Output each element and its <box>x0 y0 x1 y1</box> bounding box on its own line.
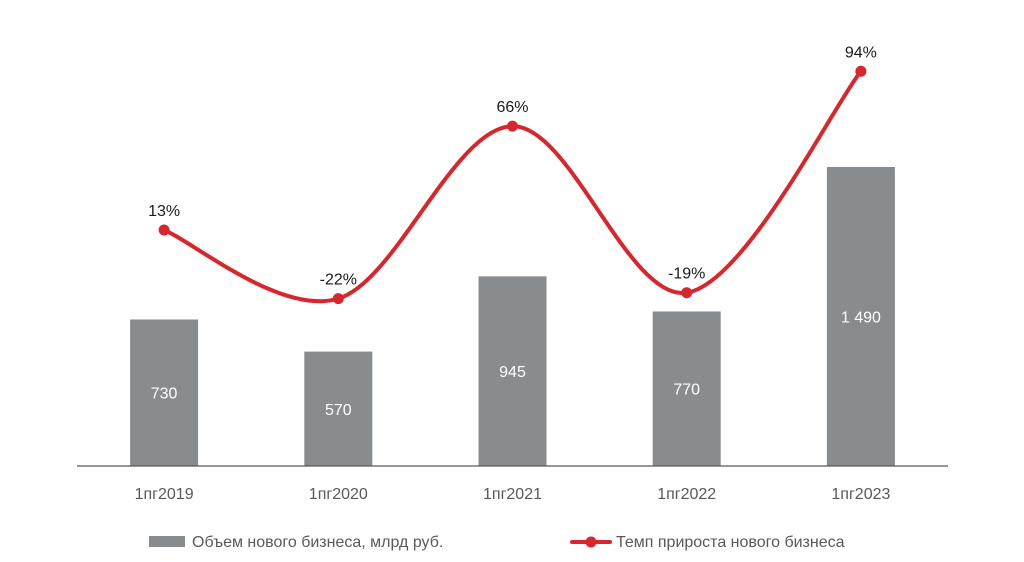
bar-value-label: 730 <box>151 386 178 403</box>
line-value-label: -22% <box>320 272 357 289</box>
bar-value-label: 570 <box>325 402 352 419</box>
line-point <box>158 224 170 236</box>
line-point <box>507 120 518 132</box>
line-point <box>332 293 344 305</box>
line-series: 13% -22% 66% -19% 94% <box>148 44 877 305</box>
line-value-label: 94% <box>845 44 877 61</box>
line-point <box>855 65 867 77</box>
legend-bar-swatch <box>149 536 185 547</box>
bar <box>130 319 199 466</box>
bar-value-label: 1 490 <box>841 309 881 326</box>
legend-line-marker <box>585 536 597 548</box>
legend-line-label: Темп прироста нового бизнеса <box>616 534 845 551</box>
bar <box>826 166 895 466</box>
x-tick-label: 1пг2023 <box>831 486 890 503</box>
bar-value-label: 770 <box>673 382 700 399</box>
bar <box>304 351 373 466</box>
x-tick-label: 1пг2020 <box>309 486 368 503</box>
x-tick-labels: 1пг2019 1пг2020 1пг2021 1пг2022 1пг2023 <box>135 486 891 503</box>
bar-value-label: 945 <box>499 364 526 381</box>
x-tick-label: 1пг2022 <box>657 486 716 503</box>
bar <box>478 276 547 466</box>
x-tick-label: 1пг2021 <box>483 486 542 503</box>
line-value-label: 13% <box>148 203 180 220</box>
growth-line <box>162 69 863 304</box>
legend: Объем нового бизнеса, млрд руб. Темп при… <box>149 534 845 551</box>
bar-series <box>130 166 895 466</box>
line-value-label: -19% <box>668 266 705 283</box>
line-point <box>681 287 693 299</box>
x-tick-label: 1пг2019 <box>135 486 194 503</box>
line-value-label: 66% <box>496 99 528 116</box>
legend-bar-label: Объем нового бизнеса, млрд руб. <box>192 534 443 551</box>
bar <box>652 311 721 466</box>
bar-data-labels: 730 570 945 770 1 490 <box>151 309 881 418</box>
